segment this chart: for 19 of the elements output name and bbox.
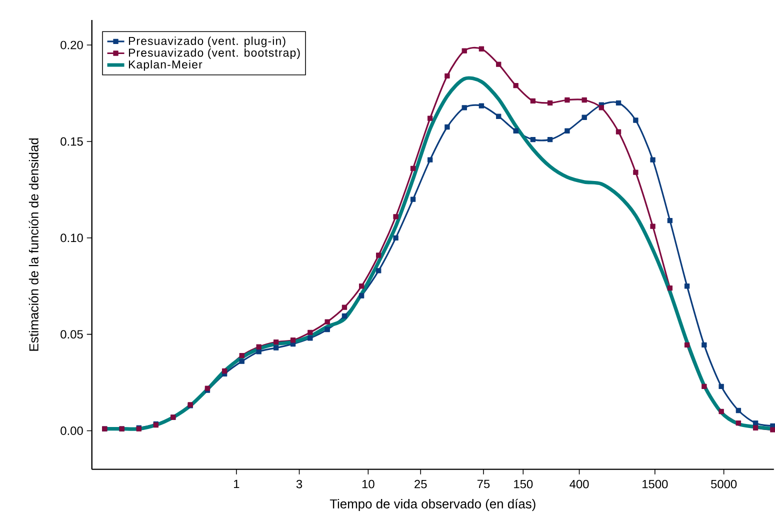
x-tick-label: 5000 <box>711 480 737 488</box>
x-tick-label: 10 <box>362 480 374 488</box>
x-tick-label: 75 <box>477 480 490 488</box>
legend-label: Kaplan-Meier <box>128 60 202 71</box>
x-tick-label: 3 <box>296 480 302 488</box>
y-tick-label: 0.00 <box>60 426 83 435</box>
y-tick-label: 0.05 <box>60 330 83 338</box>
x-axis-title: Tiempo de vida observado (en días) <box>330 498 536 511</box>
legend-label: Presuavizado (vent. plug-in) <box>128 36 286 48</box>
y-axis-title: Estimación de la función de densidad <box>28 138 38 351</box>
x-tick-label: 150 <box>514 480 533 488</box>
y-tick-label: 0.15 <box>60 137 83 146</box>
legend-label: Presuavizado (vent. bootstrap) <box>128 48 300 59</box>
x-tick-label: 400 <box>570 480 589 488</box>
x-tick-label: 1500 <box>642 480 668 488</box>
x-tick-label: 1 <box>234 480 240 488</box>
y-tick-label: 0.10 <box>60 234 83 242</box>
x-tick-label: 25 <box>414 480 427 488</box>
y-tick-label: 0.20 <box>60 40 83 50</box>
